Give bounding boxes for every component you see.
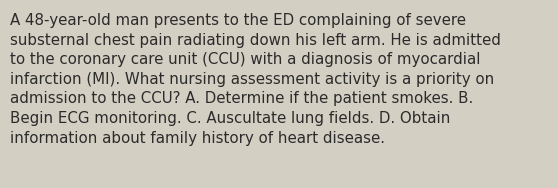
Text: A 48-year-old man presents to the ED complaining of severe
substernal chest pain: A 48-year-old man presents to the ED com…: [10, 13, 501, 146]
